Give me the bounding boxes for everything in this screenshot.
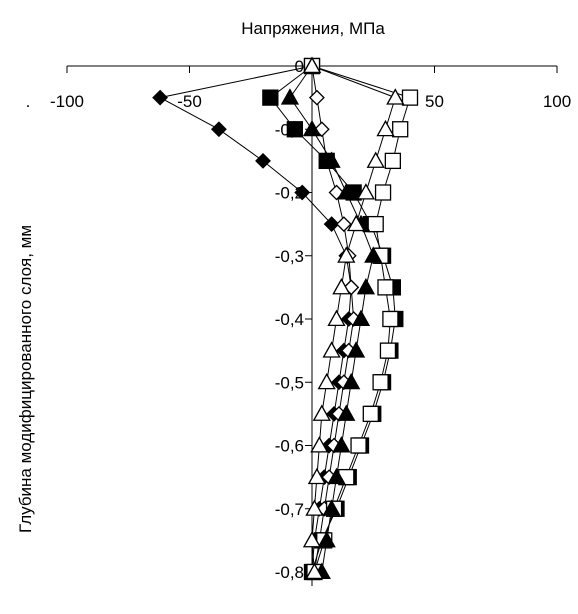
data-point-triangle	[346, 341, 366, 358]
data-point-diamond	[335, 216, 352, 233]
y-tick-label: 0	[295, 57, 304, 76]
x-tick-label: -50	[177, 92, 202, 111]
chart-title: Напряжения, МПа	[241, 19, 385, 38]
data-point-square	[382, 310, 399, 328]
y-tick-label: -0,6	[275, 437, 304, 456]
data-point-square	[362, 405, 379, 423]
data-point-diamond	[210, 121, 227, 138]
data-point-triangle	[386, 88, 405, 105]
data-point-triangle	[351, 309, 371, 327]
data-point-diamond	[152, 89, 169, 106]
y-axis-label: Глубина модифицированного слоя, мм	[16, 225, 35, 533]
data-point-triangle	[317, 372, 336, 390]
data-point-square	[350, 437, 367, 454]
x-tick-label: -100	[50, 92, 84, 111]
data-point-triangle	[364, 246, 383, 263]
data-point-triangle	[337, 246, 356, 263]
data-point-triangle	[327, 309, 346, 327]
data-point-diamond	[255, 152, 271, 169]
x-axis-ticks: -100 -50 50 100	[50, 66, 571, 111]
data-point-square	[384, 152, 402, 170]
data-point-triangle	[366, 151, 385, 168]
series-line	[158, 65, 352, 573]
data-point-square	[374, 184, 392, 201]
data-point-triangle	[307, 467, 327, 485]
data-point-triangle	[305, 562, 324, 580]
data-point-triangle	[337, 404, 356, 421]
data-point-triangle	[312, 404, 331, 421]
data-point-square	[286, 121, 304, 138]
data-point-triangle	[356, 278, 376, 295]
data-point-triangle	[310, 436, 329, 453]
data-point-triangle	[317, 531, 336, 548]
data-point-triangle	[302, 119, 322, 137]
data-point-triangle	[356, 183, 376, 200]
x-tick-label: 100	[543, 92, 571, 111]
data-point-triangle	[342, 372, 361, 390]
data-point-triangle	[332, 436, 351, 453]
data-point-diamond	[308, 89, 325, 106]
data-point-triangle	[322, 499, 341, 516]
data-point-triangle	[305, 499, 324, 516]
data-point-square	[262, 89, 279, 106]
data-point-triangle	[322, 151, 341, 168]
data-point-square	[377, 279, 394, 296]
data-point-diamond	[323, 216, 340, 233]
data-point-triangle	[337, 183, 356, 200]
y-tick-label: -0,7	[275, 500, 304, 519]
data-point-square	[379, 342, 397, 359]
data-point-diamond	[294, 184, 311, 201]
y-tick-label: -0,4	[275, 310, 304, 329]
data-point-square	[401, 89, 419, 106]
data-point-square	[392, 121, 409, 138]
x-tick-label: 50	[425, 92, 444, 111]
data-series	[152, 56, 419, 581]
data-point-triangle	[302, 56, 322, 74]
y-tick-label: -0,3	[275, 247, 304, 266]
y-tick-label: -0,8	[275, 563, 304, 582]
data-point-triangle	[332, 278, 351, 295]
stray-dot-label: .	[26, 92, 31, 111]
data-point-triangle	[376, 119, 395, 137]
data-point-triangle	[346, 214, 366, 232]
data-point-square	[372, 374, 389, 391]
data-point-square	[367, 215, 384, 233]
data-point-triangle	[327, 467, 346, 485]
data-point-triangle	[322, 341, 341, 358]
data-point-triangle	[302, 531, 322, 548]
y-tick-label: -0,5	[275, 373, 304, 392]
data-point-triangle	[280, 88, 300, 105]
